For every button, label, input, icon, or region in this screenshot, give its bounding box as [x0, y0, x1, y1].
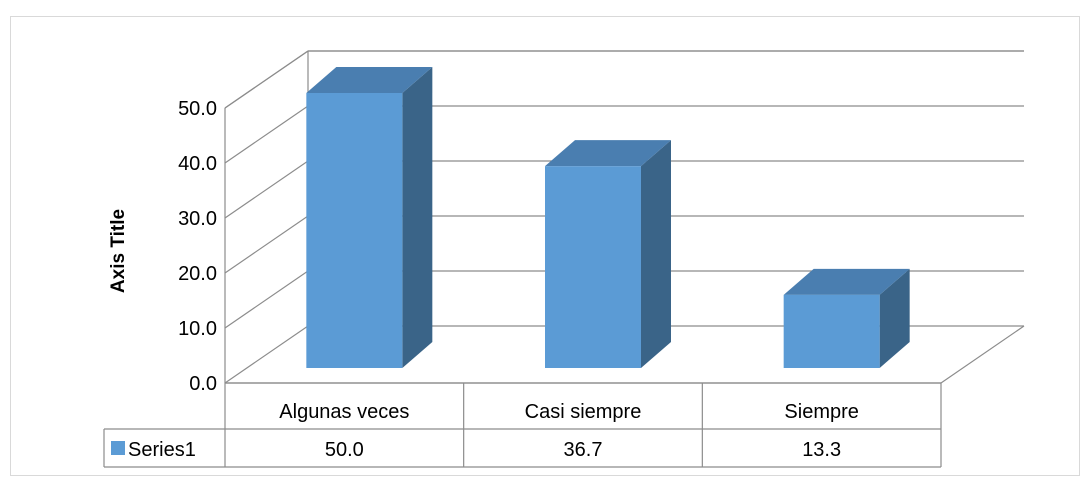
y-tick-label: 30.0: [178, 208, 217, 230]
data-label: 13.3: [802, 439, 841, 461]
bar-side: [641, 140, 671, 368]
bar-front: [306, 93, 403, 368]
y-tick-label: 50.0: [178, 98, 217, 120]
y-tick-label: 0.0: [189, 373, 217, 395]
y-tick-label: 40.0: [178, 153, 217, 175]
bar-side: [879, 268, 910, 368]
floor-right-edge: [940, 325, 1025, 384]
bar: [545, 140, 671, 368]
data-label: 50.0: [325, 439, 364, 461]
bars: [306, 67, 910, 368]
bar-top: [545, 140, 671, 167]
bar-front: [783, 294, 880, 368]
y-tick-label: 10.0: [178, 318, 217, 340]
category-label: Algunas veces: [279, 401, 409, 423]
bar: [306, 67, 433, 368]
bar-front: [545, 166, 641, 368]
y-axis-title: Axis Title: [108, 209, 129, 293]
gridline-side: [224, 160, 309, 219]
legend-swatch: [111, 441, 125, 455]
data-table: Algunas veces 50.0 Casi siempre 36.7 Siempre…: [103, 382, 942, 468]
bar: [783, 268, 910, 368]
bar-side: [402, 67, 433, 368]
gridline-side: [224, 50, 309, 109]
gridline-side: [224, 325, 309, 384]
gridline-side: [224, 270, 309, 329]
gridline-side: [224, 105, 309, 164]
category-label: Casi siempre: [525, 401, 642, 423]
legend-label: Series1: [128, 439, 196, 461]
y-tick-label: 20.0: [178, 263, 217, 285]
bar-top: [306, 67, 433, 93]
y-axis-ticks: 0.0 10.0 20.0 30.0 40.0 50.0: [178, 98, 217, 395]
category-label: Siempre: [784, 401, 858, 423]
data-label: 36.7: [564, 439, 603, 461]
bar-top: [783, 268, 910, 295]
gridline-side: [224, 215, 309, 274]
